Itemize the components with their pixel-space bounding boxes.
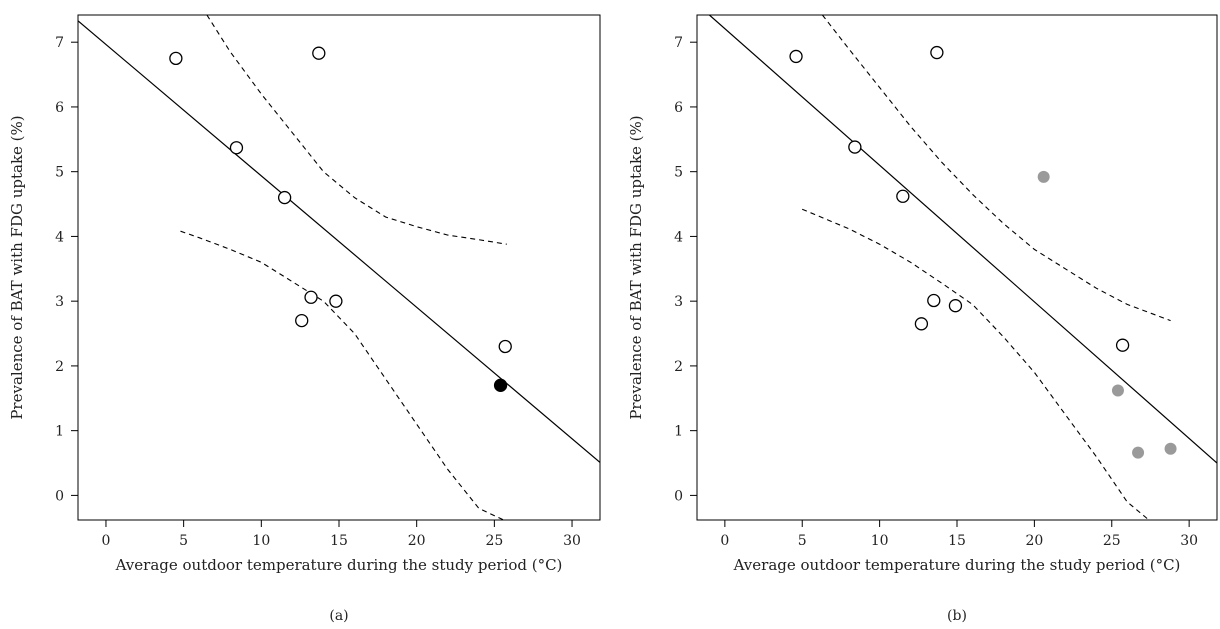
x-tick-label: 5 (179, 533, 188, 549)
panel-b: 0 5 10 15 20 25 30 0 1 2 3 4 5 6 7 Average outdoor temp… (627, 14, 1218, 624)
y-tick-label: 1 (55, 424, 64, 440)
y-tick-label: 6 (674, 100, 683, 116)
plot-area (78, 15, 600, 520)
y-axis-title: Prevalence of BAT with FDG uptake (%) (627, 115, 645, 419)
plot-frame (696, 14, 1218, 521)
x-tick-label: 20 (408, 533, 426, 549)
open-point (896, 189, 910, 203)
ci-lower-line (180, 230, 504, 520)
y-tick-label: 5 (674, 165, 683, 181)
open-point (498, 339, 512, 354)
x-tick-label: 15 (948, 533, 966, 549)
filled-gray-point (1132, 446, 1145, 459)
x-tick-label: 25 (485, 533, 503, 549)
open-point (789, 49, 803, 64)
panel-label: (a) (329, 608, 348, 624)
x-tick-label: 15 (330, 533, 348, 549)
y-tick-label: 0 (674, 488, 683, 504)
x-tick-label: 25 (1103, 533, 1121, 549)
filled-gray-point (1164, 442, 1177, 455)
open-point (295, 313, 309, 328)
filled-gray-point (1111, 384, 1124, 397)
y-tick-label: 3 (55, 294, 64, 310)
filled-black-point (493, 378, 508, 392)
plot-frame (77, 14, 601, 521)
regression-line (708, 15, 1217, 464)
y-tick-label: 7 (55, 35, 64, 51)
x-tick-label: 30 (563, 533, 581, 549)
ci-upper-line (206, 15, 507, 245)
open-point (848, 140, 862, 154)
panel-a: 0 5 10 15 20 25 30 0 1 2 3 4 5 6 7 Average outdoor temp… (8, 14, 601, 624)
y-tick-label: 7 (674, 35, 683, 51)
open-point (927, 293, 941, 308)
x-tick-label: 5 (798, 533, 807, 549)
y-axis-title: Prevalence of BAT with FDG uptake (%) (8, 115, 26, 419)
ci-upper-line (821, 15, 1171, 322)
ci-lower-line (801, 208, 1163, 520)
y-tick-label: 5 (55, 165, 64, 181)
x-tick-label: 10 (252, 533, 270, 549)
y-tick-label: 4 (55, 229, 64, 245)
x-axis-title: Average outdoor temperature during the s… (733, 556, 1181, 574)
regression-line (78, 20, 600, 463)
y-tick-label: 3 (674, 294, 683, 310)
open-point (329, 294, 343, 308)
x-axis-title: Average outdoor temperature during the s… (115, 556, 563, 574)
panel-label: (b) (947, 608, 967, 624)
x-tick-label: 0 (102, 533, 111, 549)
open-point (277, 190, 292, 205)
y-tick-label: 2 (55, 359, 64, 375)
x-tick-label: 10 (871, 533, 889, 549)
y-tick-label: 4 (674, 229, 683, 245)
y-tick-label: 2 (674, 359, 683, 375)
open-point (948, 299, 963, 313)
y-tick-label: 0 (55, 488, 64, 504)
open-point (1115, 338, 1130, 352)
open-point (312, 46, 326, 60)
open-point (930, 45, 944, 60)
x-tick-label: 0 (720, 533, 729, 549)
open-point (304, 290, 318, 304)
y-tick-label: 1 (674, 424, 683, 440)
open-point (229, 141, 244, 155)
x-tick-label: 30 (1180, 533, 1198, 549)
open-point (169, 51, 183, 66)
filled-gray-point (1037, 170, 1050, 183)
open-point (914, 317, 929, 331)
x-tick-label: 20 (1025, 533, 1043, 549)
plot-area (708, 15, 1217, 520)
y-tick-label: 6 (55, 100, 64, 116)
